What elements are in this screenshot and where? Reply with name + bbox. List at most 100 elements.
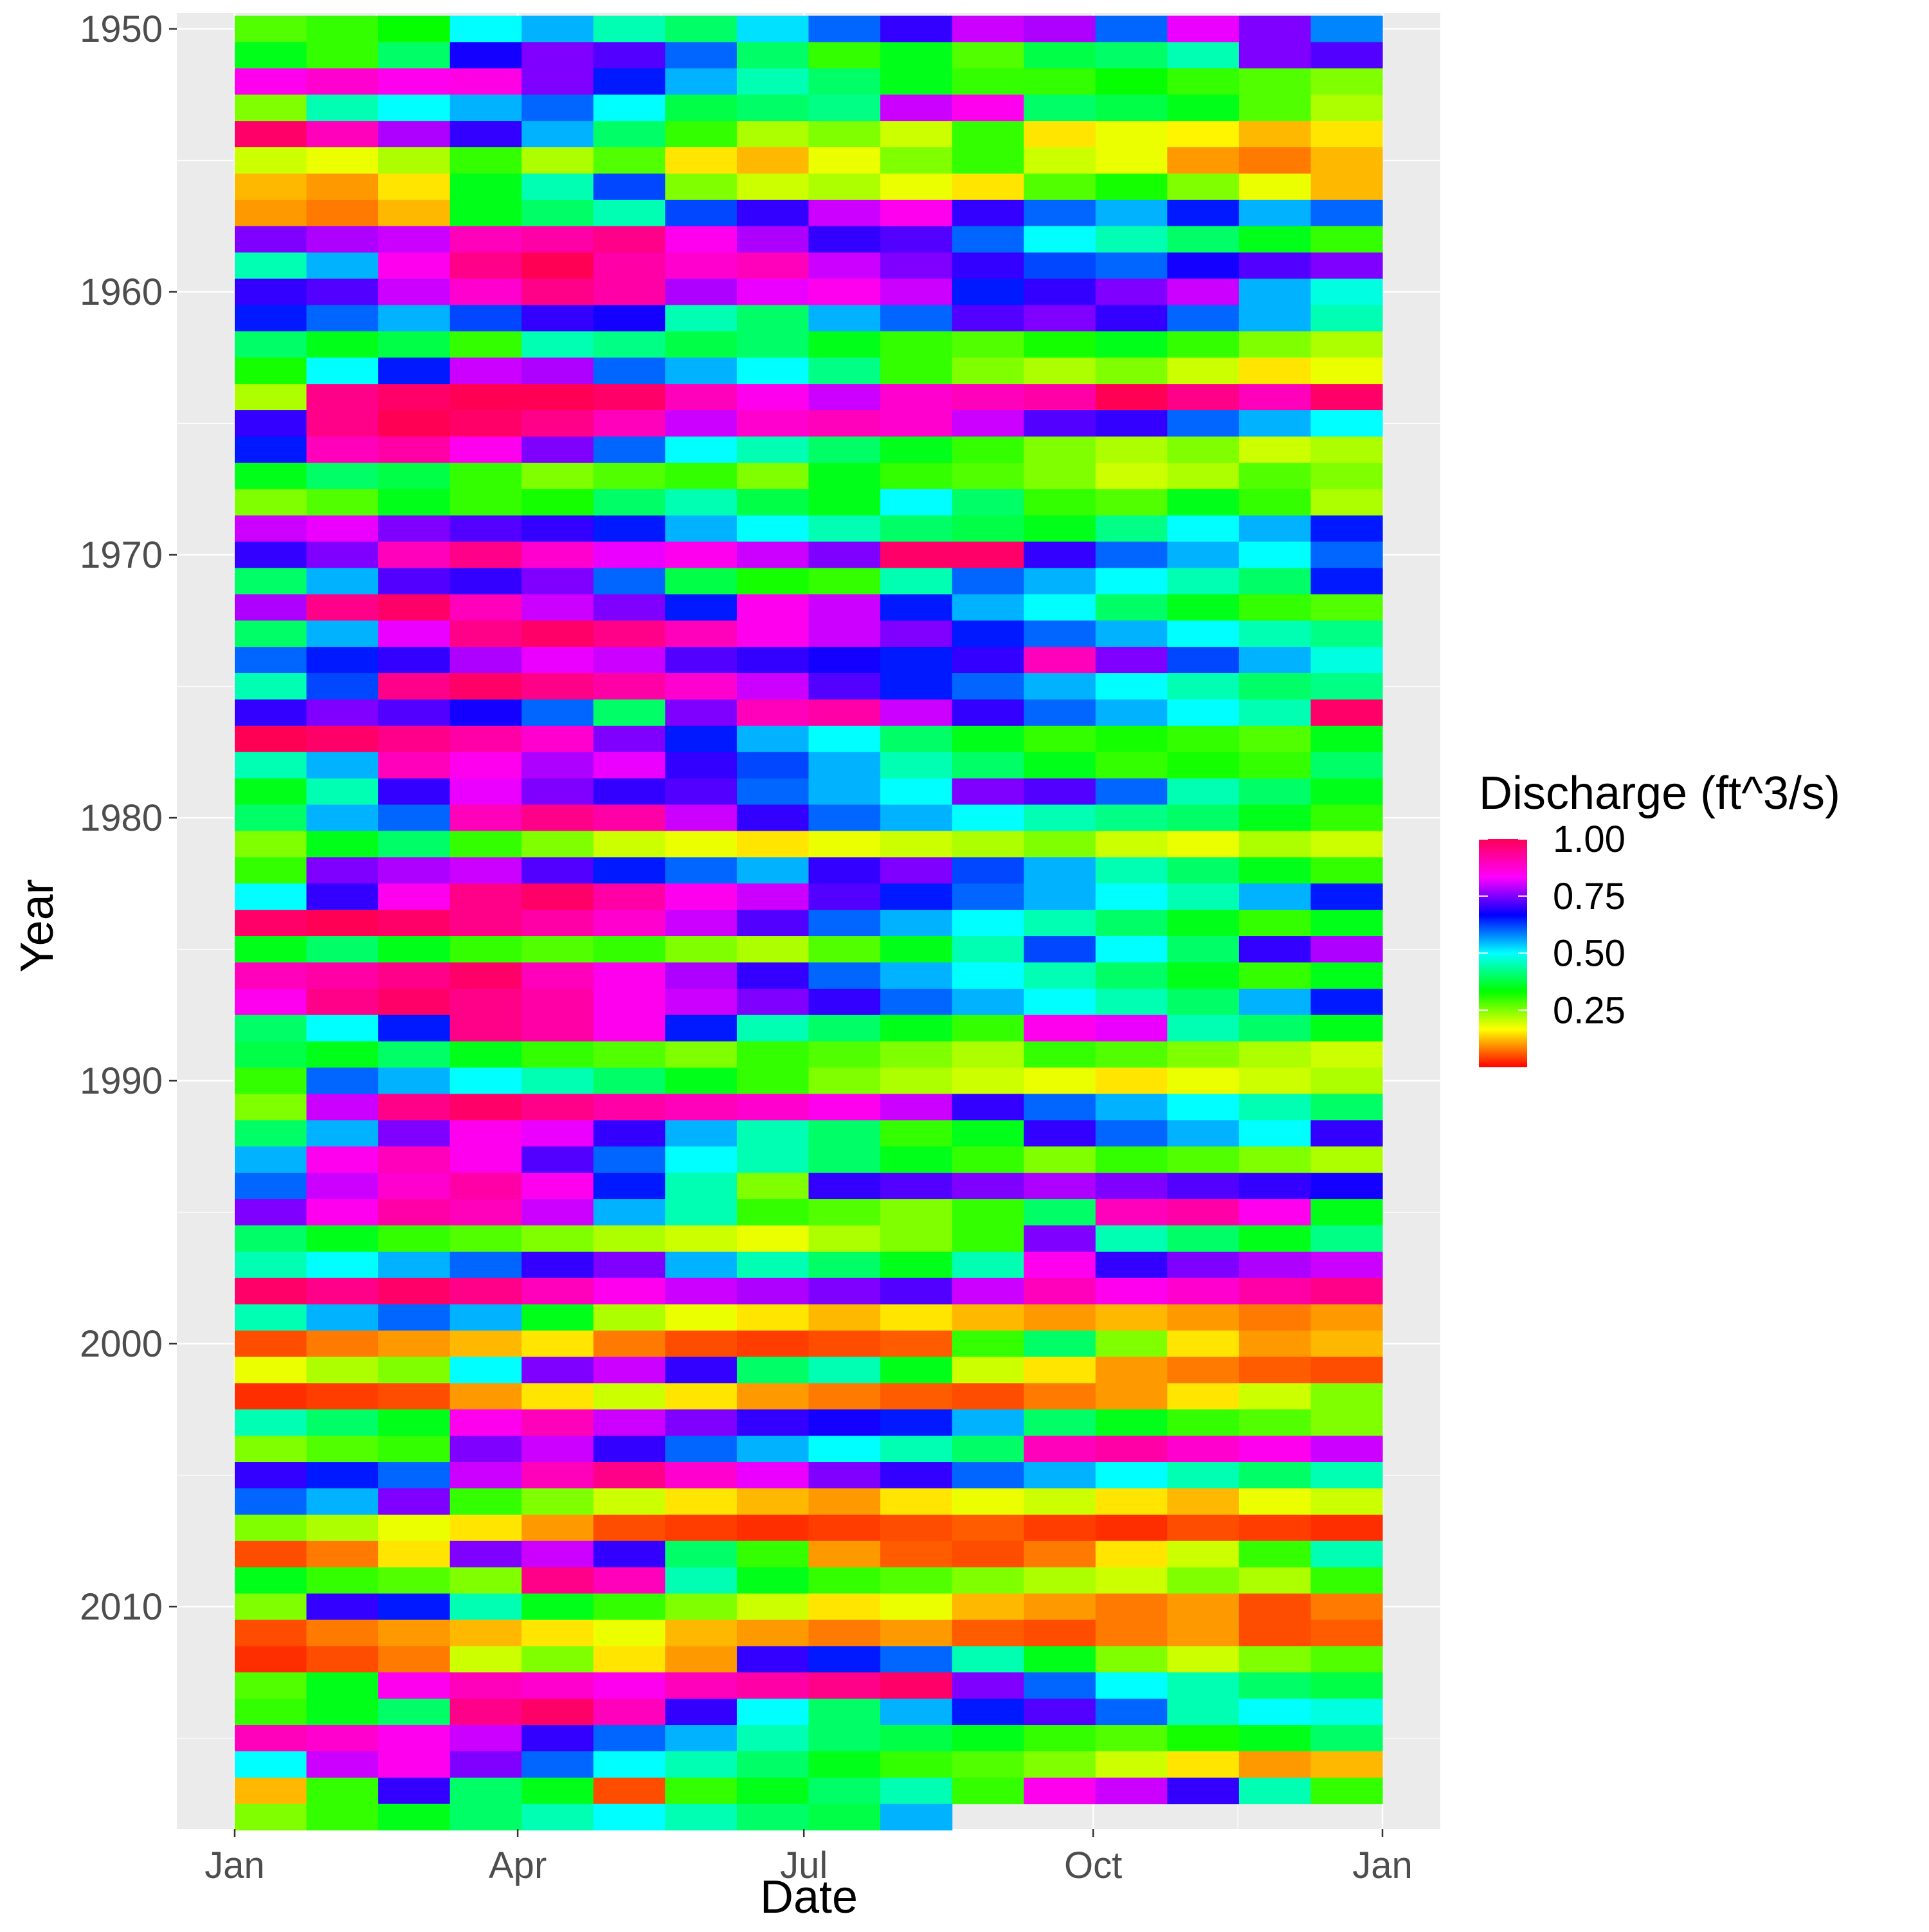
heatmap-tile — [736, 15, 810, 42]
heatmap-tile — [1024, 95, 1096, 122]
heatmap-tile — [665, 147, 738, 174]
heatmap-tile — [378, 1383, 451, 1410]
heatmap-tile — [880, 1383, 953, 1410]
heatmap-tile — [1167, 252, 1240, 279]
heatmap-tile — [808, 252, 881, 279]
heatmap-tile — [1095, 15, 1168, 42]
heatmap-tile — [880, 121, 953, 148]
heatmap-tile — [952, 1593, 1024, 1620]
heatmap-tile — [1238, 1672, 1312, 1699]
heatmap-tile — [306, 778, 379, 805]
heatmap-tile — [665, 252, 738, 279]
heatmap-tile — [593, 962, 666, 989]
heatmap-tile — [235, 778, 307, 805]
heatmap-tile — [593, 752, 666, 779]
heatmap-tile — [306, 199, 379, 227]
heatmap-tile — [449, 226, 522, 253]
heatmap-tile — [1024, 1646, 1096, 1673]
heatmap-tile — [952, 568, 1024, 595]
heatmap-tile — [378, 1041, 451, 1068]
legend-tick-label: 1.00 — [1553, 818, 1626, 860]
heatmap-tile — [593, 1120, 666, 1147]
heatmap-tile — [449, 1383, 522, 1410]
heatmap-tile — [808, 594, 881, 621]
heatmap-tile — [521, 1725, 594, 1752]
heatmap-tile — [1310, 278, 1383, 305]
heatmap-tile — [449, 831, 522, 858]
heatmap-tile — [521, 1436, 594, 1463]
heatmap-tile — [808, 515, 881, 542]
heatmap-tile — [1238, 95, 1312, 122]
heatmap-tile — [593, 910, 666, 937]
heatmap-tile — [1095, 1120, 1168, 1147]
heatmap-tile — [449, 1751, 522, 1778]
heatmap-tile — [1238, 1277, 1312, 1305]
heatmap-tile — [952, 226, 1024, 253]
heatmap-tile — [1095, 199, 1168, 227]
heatmap-tile — [665, 778, 738, 805]
heatmap-tile — [235, 1436, 307, 1463]
heatmap-tile — [235, 1409, 307, 1436]
heatmap-tile — [449, 1777, 522, 1805]
heatmap-tile — [1095, 1277, 1168, 1305]
heatmap-tile — [880, 1803, 953, 1831]
heatmap-tile — [808, 988, 881, 1016]
heatmap-tile — [1024, 1383, 1096, 1410]
heatmap-tile — [521, 778, 594, 805]
heatmap-tile — [1238, 1462, 1312, 1489]
heatmap-tile — [665, 1593, 738, 1620]
heatmap-tile — [1238, 1436, 1312, 1463]
heatmap-tile — [449, 883, 522, 910]
heatmap-tile — [1310, 1146, 1383, 1173]
heatmap-tile — [235, 1251, 307, 1279]
heatmap-tile — [235, 42, 307, 69]
heatmap-tile — [235, 147, 307, 174]
heatmap-tile — [1167, 1436, 1240, 1463]
heatmap-tile — [1238, 1357, 1312, 1384]
heatmap-tile — [1095, 1751, 1168, 1778]
heatmap-tile — [306, 541, 379, 568]
heatmap-tile — [235, 725, 307, 753]
heatmap-tile — [378, 647, 451, 674]
heatmap-tile — [808, 1199, 881, 1226]
heatmap-tile — [880, 831, 953, 858]
heatmap-tile — [1238, 620, 1312, 647]
heatmap-tile — [1238, 1173, 1312, 1200]
heatmap-tile — [952, 647, 1024, 674]
heatmap-tile — [1167, 331, 1240, 358]
heatmap-tile — [736, 752, 810, 779]
heatmap-tile — [306, 699, 379, 727]
heatmap-tile — [1024, 910, 1096, 937]
heatmap-tile — [808, 1777, 881, 1805]
heatmap-tile — [1238, 173, 1312, 201]
heatmap-tile — [449, 1620, 522, 1647]
heatmap-tile — [1024, 804, 1096, 831]
heatmap-tile — [665, 1751, 738, 1778]
heatmap-tile — [521, 199, 594, 227]
heatmap-tile — [1310, 515, 1383, 542]
heatmap-tile — [1095, 95, 1168, 122]
heatmap-tile — [1024, 15, 1096, 42]
heatmap-tile — [1238, 910, 1312, 937]
heatmap-tile — [665, 95, 738, 122]
heatmap-tile — [521, 910, 594, 937]
heatmap-tile — [880, 647, 953, 674]
heatmap-tile — [736, 804, 810, 831]
heatmap-tile — [1167, 1725, 1240, 1752]
heatmap-tile — [880, 1357, 953, 1384]
heatmap-tile — [449, 15, 522, 42]
heatmap-tile — [521, 1015, 594, 1042]
heatmap-tile — [1095, 1304, 1168, 1331]
heatmap-tile — [1238, 857, 1312, 884]
heatmap-tile — [1167, 121, 1240, 148]
heatmap-tile — [593, 1304, 666, 1331]
heatmap-tile — [1238, 1567, 1312, 1594]
heatmap-tile — [1238, 436, 1312, 464]
heatmap-tile — [665, 1277, 738, 1305]
heatmap-tile — [952, 1725, 1024, 1752]
heatmap-tile — [736, 910, 810, 937]
heatmap-tile — [593, 1672, 666, 1699]
heatmap-tile — [1024, 515, 1096, 542]
heatmap-tile — [593, 1751, 666, 1778]
